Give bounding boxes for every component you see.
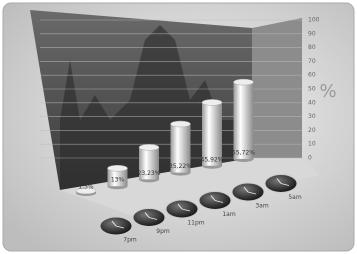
bar-cap — [171, 121, 191, 127]
value-label: 35,22% — [169, 163, 192, 170]
value-label: 13% — [111, 177, 125, 184]
y-axis-label: % — [319, 81, 336, 102]
y-tick-label: 70 — [308, 58, 316, 65]
chart: % 0 10 20 30 40 50 60 70 80 90 100 1,5% 7pm 13% 9pm 23,… — [0, 0, 357, 254]
y-tick-label: 10 — [308, 141, 316, 148]
bar-cap — [202, 99, 222, 105]
page: {"chart_data": {"type": "bar", "y_label"… — [0, 0, 357, 254]
x-tick-label: 1am — [222, 211, 235, 218]
y-tick-label: 100 — [308, 17, 320, 24]
x-tick-label: 11pm — [187, 220, 204, 227]
x-tick-label: 5am — [288, 194, 301, 201]
bar-cap — [234, 79, 254, 85]
y-tick-label: 40 — [308, 99, 316, 106]
x-tick-label: 7pm — [123, 237, 137, 244]
y-tick-label: 20 — [308, 127, 316, 134]
y-tick-label: 50 — [308, 86, 316, 93]
value-label: 45,92% — [201, 156, 224, 163]
bar — [234, 82, 254, 159]
x-tick-label: 9pm — [156, 228, 170, 235]
value-label: 1,5% — [78, 184, 94, 191]
y-tick-label: 80 — [308, 44, 316, 51]
side-wall — [252, 18, 302, 158]
bar-cap — [139, 144, 159, 150]
bar-cap — [108, 165, 128, 171]
value-label: 23,23% — [138, 170, 161, 177]
y-tick-label: 60 — [308, 72, 316, 79]
y-tick-label: 90 — [308, 30, 316, 37]
y-tick-label: 30 — [308, 113, 316, 120]
value-label: 55,72% — [232, 150, 255, 157]
x-tick-label: 3am — [255, 203, 268, 210]
y-tick-label: 0 — [308, 155, 312, 162]
